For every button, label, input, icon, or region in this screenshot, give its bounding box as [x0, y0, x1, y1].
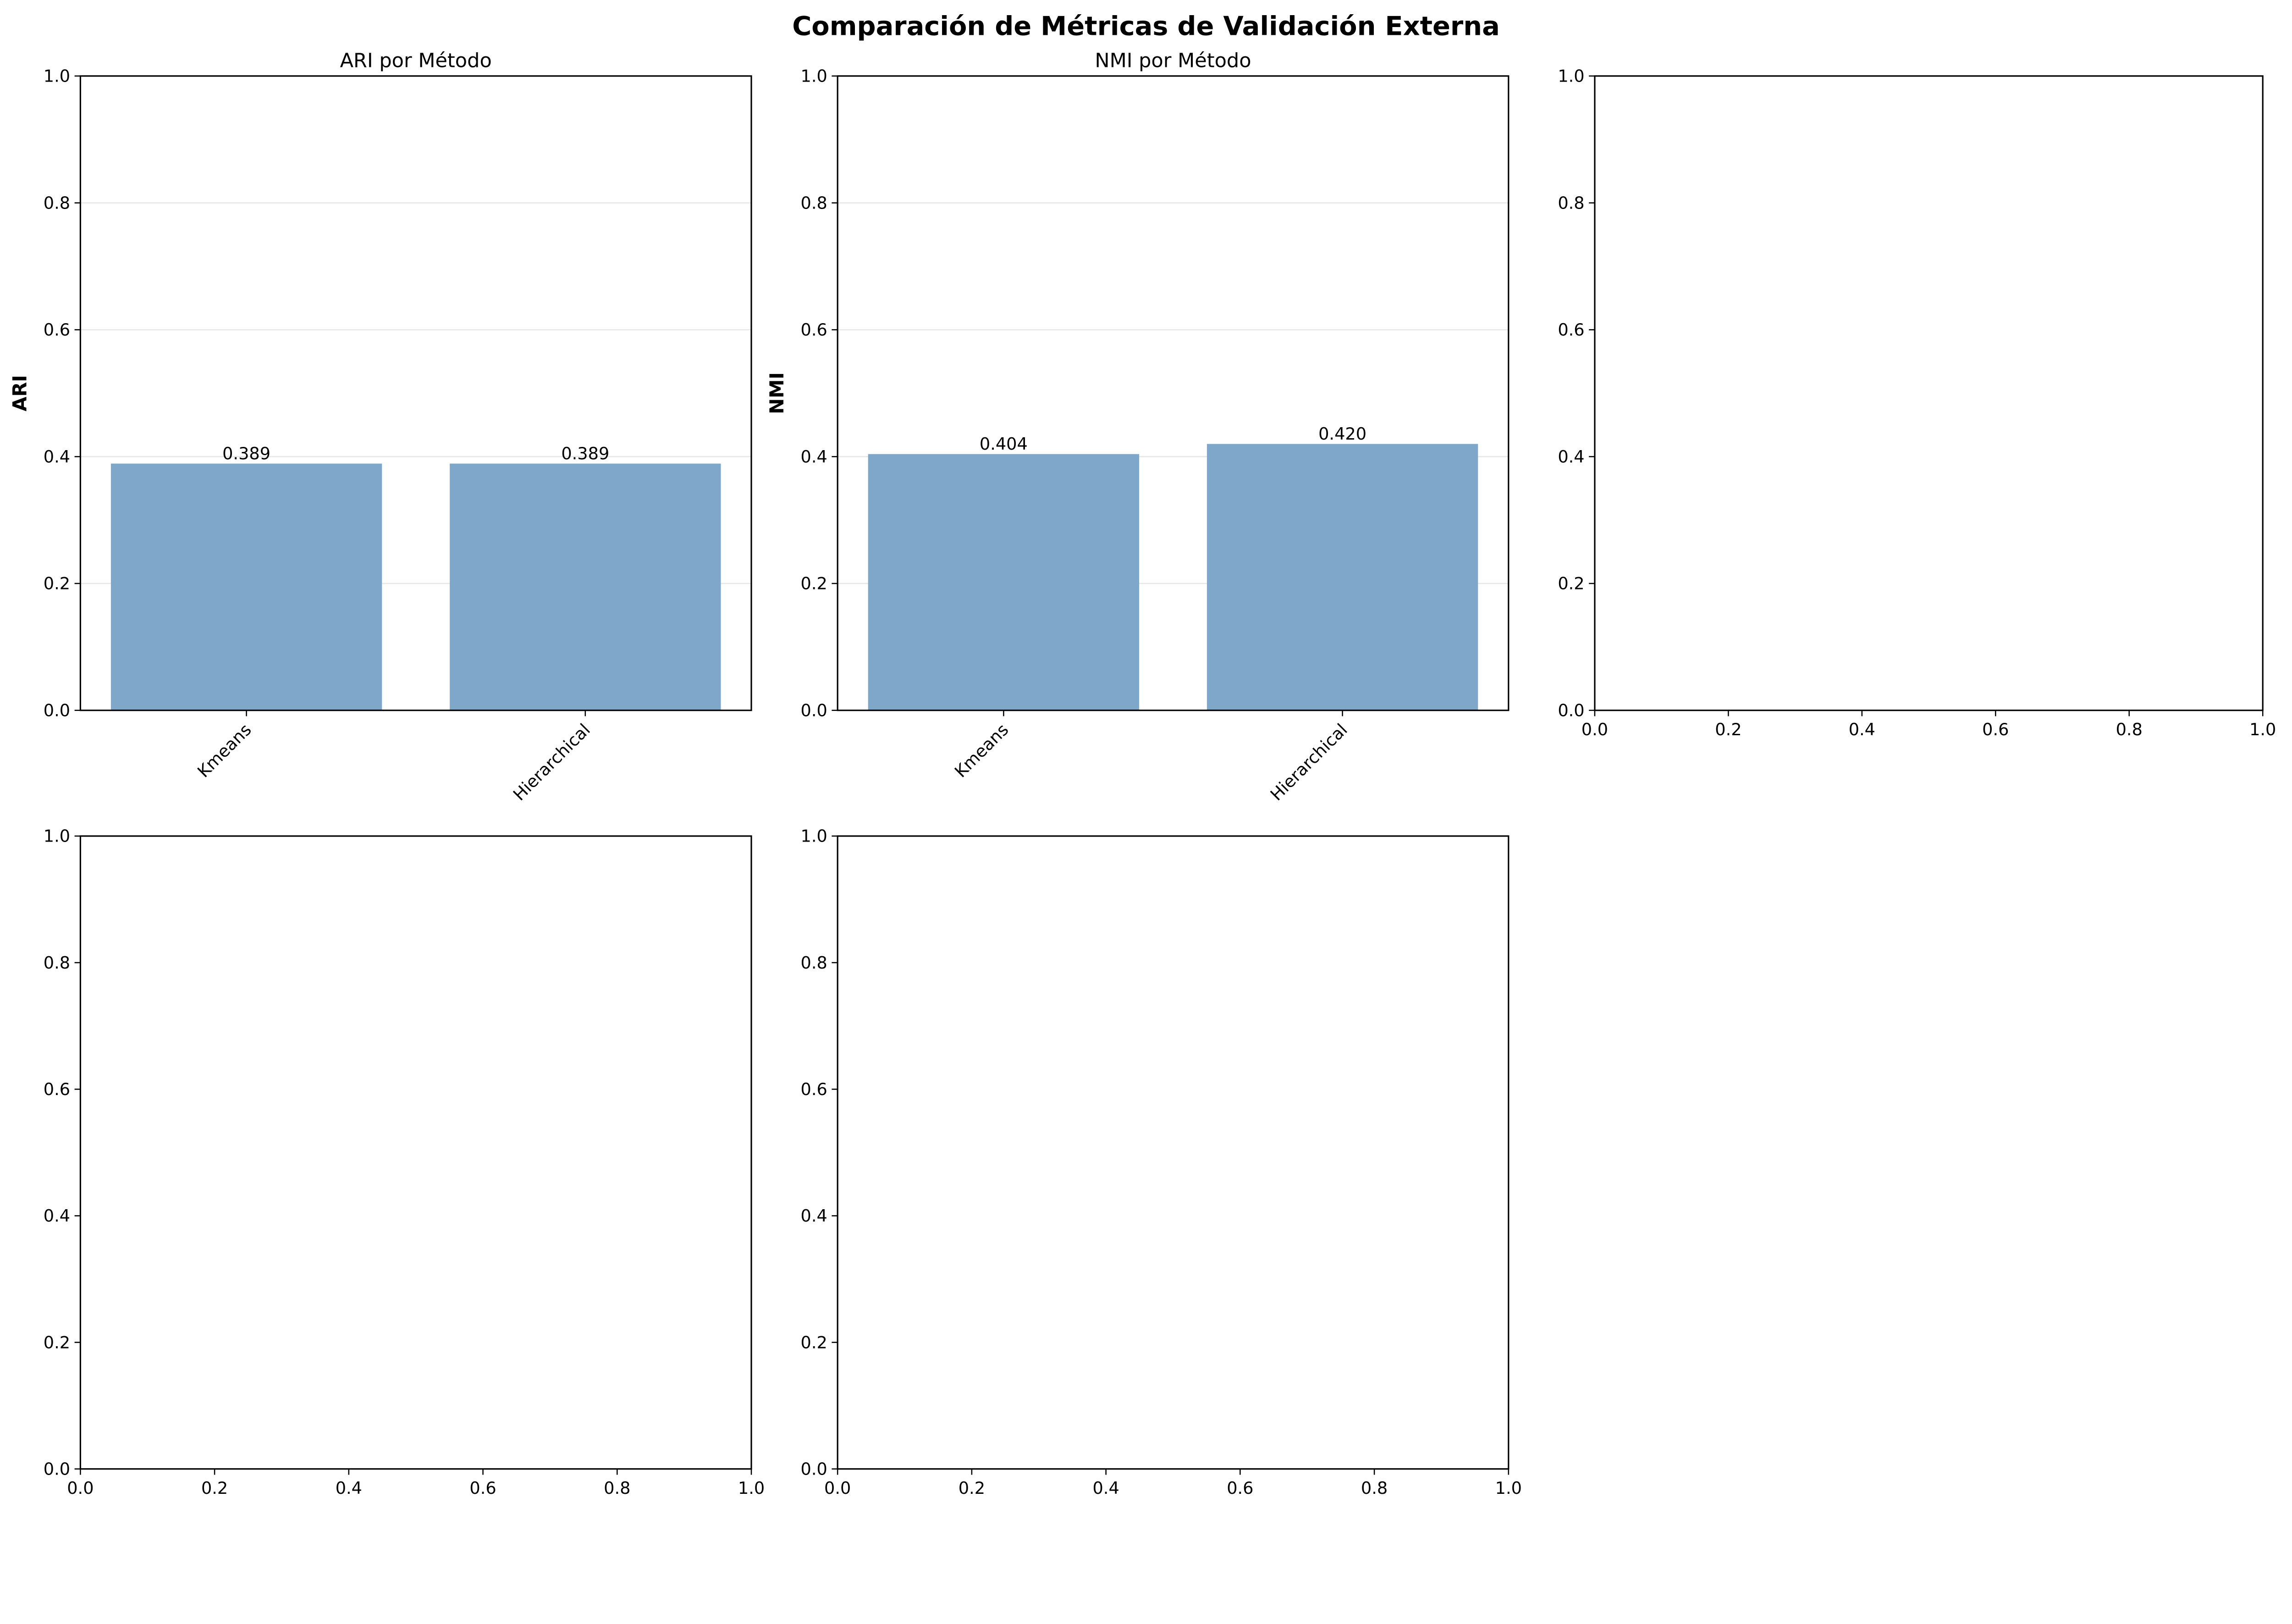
y-tick-label: 0.4 — [44, 447, 70, 467]
subplot-5: 0.0 0.2 0.4 0.6 0.8 1.0 0.0 0.2 0.4 0.6 0.8 1.0 — [801, 826, 1522, 1498]
x-tick-label: 0.6 — [1982, 720, 2009, 739]
figure: Comparación de Métricas de Validación Ex… — [0, 0, 2292, 1513]
y-axis-label: ARI — [9, 375, 31, 411]
axes-frame — [1594, 75, 2264, 711]
y-tick-label: 0.2 — [44, 574, 70, 594]
y-tick-label: 0.2 — [44, 1332, 70, 1352]
x-tick-label: 0.6 — [469, 1478, 496, 1498]
x-tick-label: 0.8 — [1361, 1478, 1388, 1498]
x-tick-label: 0.8 — [604, 1478, 630, 1498]
y-tick-label: 0.4 — [44, 1206, 70, 1226]
y-tick-label: 0.8 — [801, 193, 827, 213]
figure-title: Comparación de Métricas de Validación Ex… — [792, 11, 1500, 42]
y-tick-label: 0.8 — [1558, 193, 1584, 213]
figure-background — [0, 0, 2292, 1513]
y-tick-label: 1.0 — [44, 66, 70, 86]
bar-value-label: 0.420 — [1318, 424, 1366, 444]
x-tick-label: 0.8 — [2116, 720, 2143, 739]
x-tick-label: 0.0 — [1581, 720, 1608, 739]
x-tick-label: 0.2 — [201, 1478, 228, 1498]
y-tick-label: 0.6 — [801, 1079, 827, 1099]
y-tick-label: 1.0 — [1558, 66, 1584, 86]
y-tick-label: 0.6 — [1558, 320, 1584, 340]
y-tick-label: 0.4 — [801, 447, 827, 467]
y-tick-label: 0.8 — [44, 193, 70, 213]
y-tick-label: 0.2 — [1558, 574, 1584, 594]
y-tick-label: 0.4 — [1558, 447, 1584, 467]
x-tick-label: 0.6 — [1227, 1478, 1253, 1498]
y-tick-label: 1.0 — [801, 826, 827, 846]
y-tick-label: 0.8 — [801, 953, 827, 973]
y-tick-label: 0.4 — [801, 1206, 827, 1226]
x-tick-label: 0.2 — [1715, 720, 1741, 739]
x-tick-label: 0.0 — [824, 1478, 851, 1498]
y-axis-label: NMI — [766, 372, 788, 414]
bar-value-label: 0.389 — [222, 444, 270, 463]
bar-hierarchical — [450, 463, 721, 710]
x-tick-label: 0.4 — [1092, 1478, 1119, 1498]
y-tick-label: 0.2 — [801, 1332, 827, 1352]
y-tick-label: 0.0 — [801, 700, 827, 720]
subplot-4: 0.0 0.2 0.4 0.6 0.8 1.0 0.0 0.2 0.4 0.6 0.8 1.0 — [44, 826, 765, 1498]
bar-value-label: 0.404 — [980, 434, 1028, 454]
y-tick-label: 0.6 — [44, 320, 70, 340]
subplot-title: ARI por Método — [340, 50, 492, 72]
axes-frame — [837, 75, 1510, 711]
x-tick-label: 0.4 — [336, 1478, 362, 1498]
y-tick-label: 0.0 — [44, 700, 70, 720]
x-tick-label: 1.0 — [2249, 720, 2276, 739]
y-tick-label: 0.8 — [44, 953, 70, 973]
subplot-title: NMI por Método — [1095, 50, 1251, 72]
axes-frame — [79, 75, 752, 711]
subplot-3: 0.0 0.2 0.4 0.6 0.8 1.0 0.0 0.2 0.4 0.6 0.8 1.0 — [1558, 66, 2276, 739]
bar-value-label: 0.389 — [561, 444, 609, 463]
y-tick-label: 0.6 — [44, 1079, 70, 1099]
y-tick-label: 1.0 — [44, 826, 70, 846]
x-tick-label: 0.4 — [1849, 720, 1875, 739]
axes-frame — [79, 835, 752, 1470]
x-tick-label: 0.0 — [67, 1478, 94, 1498]
x-tick-label: 0.2 — [959, 1478, 985, 1498]
bar-kmeans — [868, 454, 1140, 710]
y-tick-label: 0.0 — [801, 1459, 827, 1479]
axes-frame — [837, 835, 1510, 1470]
y-tick-label: 0.0 — [44, 1459, 70, 1479]
y-tick-label: 1.0 — [801, 66, 827, 86]
bar-kmeans — [110, 463, 382, 710]
x-tick-label: 1.0 — [1495, 1478, 1522, 1498]
y-tick-label: 0.0 — [1558, 700, 1584, 720]
bar-hierarchical — [1207, 444, 1478, 710]
y-tick-label: 0.2 — [801, 574, 827, 594]
x-tick-label: 1.0 — [738, 1478, 765, 1498]
y-tick-label: 0.6 — [801, 320, 827, 340]
